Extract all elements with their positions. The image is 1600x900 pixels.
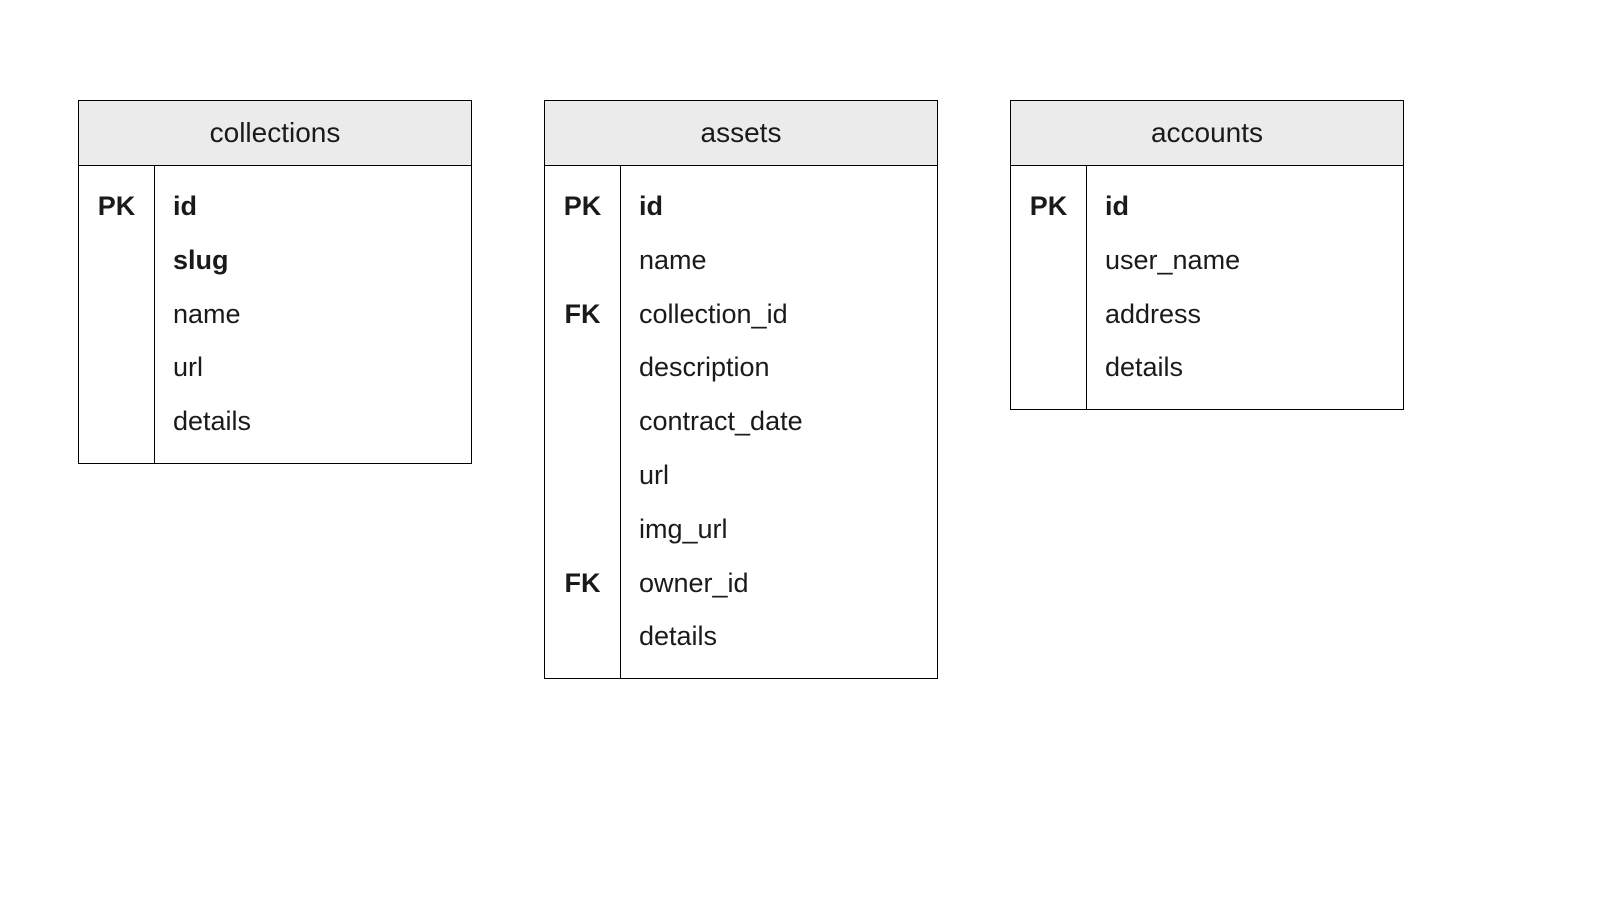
entity-table-collections: collections PK id slug name url details xyxy=(78,100,472,464)
field-cell: details xyxy=(1087,341,1403,395)
key-cell xyxy=(545,234,620,288)
field-cell: url xyxy=(621,449,937,503)
key-cell: PK xyxy=(545,180,620,234)
field-cell: url xyxy=(155,341,471,395)
entity-header: assets xyxy=(545,101,937,166)
key-column: PK xyxy=(1011,166,1087,409)
key-cell xyxy=(1011,288,1086,342)
key-cell xyxy=(545,503,620,557)
key-column: PK FK FK xyxy=(545,166,621,678)
field-cell: id xyxy=(621,180,937,234)
key-cell xyxy=(79,341,154,395)
field-cell: id xyxy=(155,180,471,234)
field-cell: collection_id xyxy=(621,288,937,342)
key-cell: PK xyxy=(79,180,154,234)
key-cell: PK xyxy=(1011,180,1086,234)
key-cell xyxy=(1011,341,1086,395)
field-cell: id xyxy=(1087,180,1403,234)
field-cell: slug xyxy=(155,234,471,288)
key-cell: FK xyxy=(545,288,620,342)
key-cell xyxy=(545,610,620,664)
field-column: id name collection_id description contra… xyxy=(621,166,937,678)
entity-header: collections xyxy=(79,101,471,166)
key-cell xyxy=(79,288,154,342)
field-cell: name xyxy=(155,288,471,342)
field-cell: contract_date xyxy=(621,395,937,449)
entity-body: PK id user_name address details xyxy=(1011,166,1403,409)
key-cell xyxy=(1011,234,1086,288)
entity-body: PK id slug name url details xyxy=(79,166,471,463)
field-cell: details xyxy=(155,395,471,449)
entity-table-assets: assets PK FK FK id name collection_id de… xyxy=(544,100,938,679)
key-cell xyxy=(545,395,620,449)
key-cell xyxy=(79,395,154,449)
field-cell: user_name xyxy=(1087,234,1403,288)
field-cell: details xyxy=(621,610,937,664)
entity-header: accounts xyxy=(1011,101,1403,166)
er-diagram: collections PK id slug name url details … xyxy=(78,100,1404,679)
field-column: id slug name url details xyxy=(155,166,471,463)
entity-table-accounts: accounts PK id user_name address details xyxy=(1010,100,1404,410)
field-cell: address xyxy=(1087,288,1403,342)
field-cell: img_url xyxy=(621,503,937,557)
key-column: PK xyxy=(79,166,155,463)
key-cell xyxy=(545,449,620,503)
field-cell: name xyxy=(621,234,937,288)
entity-body: PK FK FK id name collection_id descripti… xyxy=(545,166,937,678)
key-cell xyxy=(79,234,154,288)
key-cell xyxy=(545,341,620,395)
field-cell: owner_id xyxy=(621,557,937,611)
field-cell: description xyxy=(621,341,937,395)
key-cell: FK xyxy=(545,557,620,611)
field-column: id user_name address details xyxy=(1087,166,1403,409)
